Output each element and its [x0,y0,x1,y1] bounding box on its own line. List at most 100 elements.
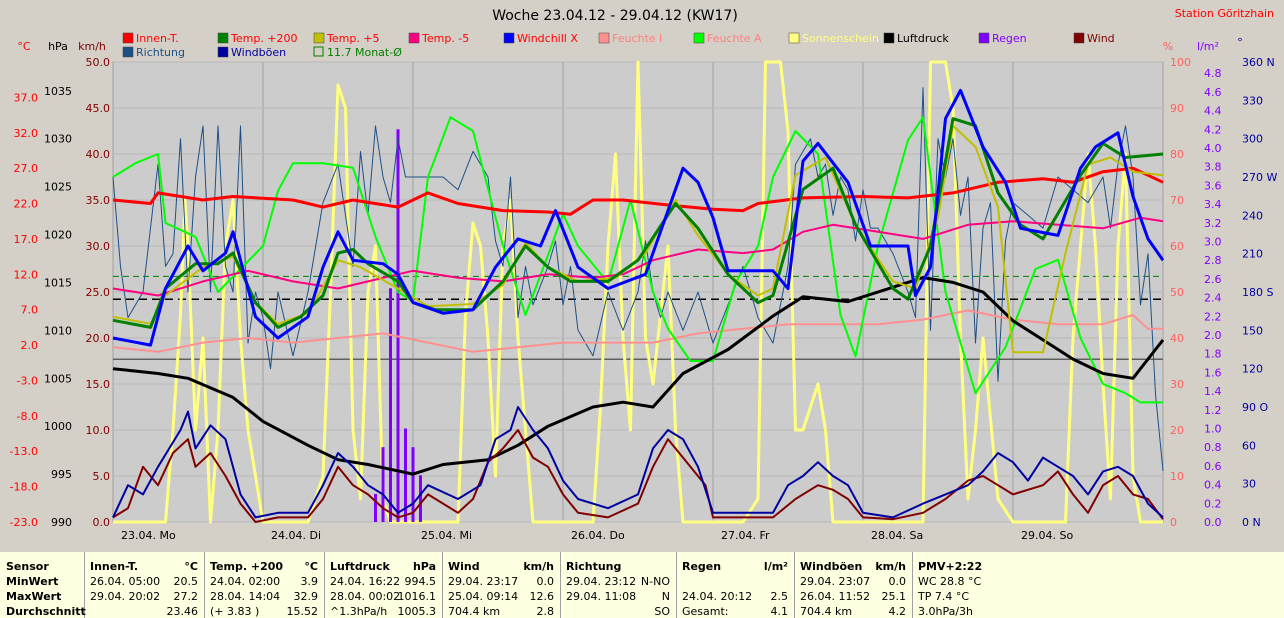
direction-tick-label: 0 N [1242,516,1261,529]
legend-swatch [788,32,800,44]
direction-tick-label: 180 S [1242,286,1273,299]
direction-tick-label: 150 [1242,324,1263,337]
stats-time: 29.04. 23:12 [566,575,637,588]
legend-label: 11.7 Monat-Ø [327,46,402,59]
legend-label: Regen [992,32,1027,45]
stats-value: 20.5 [173,575,199,588]
stats-col-regen: Regen l/m² 24.04. 20:12 2.5 Gesamt: 4.1 [678,552,795,618]
legend-swatch [122,32,134,44]
temp-tick-label: -18.0 [10,481,38,494]
rain-tick-label: 0.8 [1204,441,1222,454]
wind-tick-label: 0.0 [93,516,111,529]
stats-time: Gesamt: [682,605,729,618]
rain-tick-label: 2.0 [1204,329,1222,342]
legend-swatch [217,46,229,58]
rain-tick-label: 1.0 [1204,423,1222,436]
stats-time: 26.04. 11:52 [800,590,871,603]
rain-tick-label: 4.6 [1204,86,1222,99]
rain-tick-label: 1.2 [1204,404,1222,417]
stats-value: 12.6 [529,590,555,603]
stats-time: 29.04. 23:17 [448,575,519,588]
stats-col-unit: l/m² [763,560,788,573]
pressure-tick-label: 1010 [44,324,72,337]
day-label: 27.04. Fr [721,529,770,542]
pressure-tick-label: 995 [51,468,72,481]
stats-col-innen: Innen-T. °C 26.04. 05:00 20.5 29.04. 20:02 27… [86,552,205,618]
rain-bar [404,428,407,522]
temp-tick-label: -3.0 [17,374,38,387]
stats-time: 24.04. 02:00 [210,575,281,588]
stats-col-temp200: Temp. +200 °C 24.04. 02:00 3.9 28.04. 14:04 3… [206,552,325,618]
pressure-tick-label: 1030 [44,133,72,146]
stats-value [744,575,788,589]
series-line-wind [112,429,1164,523]
legend-label: Windböen [231,46,286,59]
stats-time: 24.04. 16:22 [330,575,401,588]
stats-time: 25.04. 09:14 [448,590,519,603]
stats-col-title: Richtung [566,560,622,573]
stats-value: 2.5 [770,590,789,603]
stats-col-wind: Wind km/h 29.04. 23:17 0.0 25.04. 09:14 12.6 7… [444,552,561,618]
day-label: 28.04. Sa [871,529,923,542]
stats-value: 0.0 [536,575,555,588]
stats-value: 3.9 [300,575,319,588]
legend-label: Innen-T. [136,32,179,45]
stats-col-unit: °C [304,560,318,573]
stats-col-unit: hPa [412,560,436,573]
stats-col-unit: °C [184,560,198,573]
temp-tick-label: -13.0 [10,445,38,458]
legend-label: Sonnenschein [802,32,879,45]
stats-value: 994.5 [404,575,437,588]
stats-col-title: Temp. +200 [210,560,284,573]
stats-col-unit [630,560,670,574]
rain-tick-label: 1.4 [1204,385,1222,398]
wind-tick-label: 40.0 [86,148,111,161]
wind-tick-label: 10.0 [86,424,111,437]
humidity-tick-label: 80 [1170,148,1184,161]
humidity-tick-label: 40 [1170,332,1184,345]
direction-tick-label: 360 N [1242,56,1275,69]
rain-tick-label: 3.2 [1204,217,1222,230]
legend-swatch [1073,32,1085,44]
stats-col-title: Wind [448,560,480,573]
rain-tick-label: 2.8 [1204,254,1222,267]
humidity-tick-label: 50 [1170,286,1184,299]
direction-tick-label: 270 W [1242,171,1277,184]
legend-label: Luftdruck [897,32,949,45]
rain-bar [374,493,377,522]
direction-tick-label: 60 [1242,439,1256,452]
rain-tick-label: 1.6 [1204,366,1222,379]
stats-time: 29.04. 23:07 [800,575,871,588]
legend-swatch [313,46,324,57]
legend-swatch [693,32,705,44]
direction-tick-label: 210 [1242,248,1263,261]
pressure-tick-label: 1000 [44,420,72,433]
humidity-tick-label: 90 [1170,102,1184,115]
stats-pmv-row: TP 7.4 °C [918,590,970,603]
stats-value: 1016.1 [397,590,437,603]
stats-value: N-NO [640,575,670,588]
legend-swatch [598,32,610,44]
legend-label: Wind [1087,32,1115,45]
wind-tick-label: 25.0 [86,286,111,299]
stats-time: 704.4 km [448,605,501,618]
humidity-tick-label: 60 [1170,240,1184,253]
stats-col-unit: km/h [523,560,554,573]
legend-label: Temp. +5 [326,32,380,45]
temp-tick-label: -23.0 [10,516,38,529]
rain-tick-label: 1.8 [1204,348,1222,361]
temp-tick-label: 37.0 [14,91,39,104]
rain-tick-label: 4.2 [1204,123,1222,136]
chart-title: Woche 23.04.12 - 29.04.12 (KW17) [492,8,738,24]
stats-col-boeen: Windböen km/h 29.04. 23:07 0.0 26.04. 11:52 2… [796,552,913,618]
stats-value: 4.1 [770,605,789,618]
statistics-panel: Sensor MinWert MaxWert Durchschnitt Inne… [0,552,1284,618]
rain-tick-label: 2.2 [1204,310,1222,323]
series-line-temp-5 [112,216,1164,297]
rain-tick-label: 4.0 [1204,142,1222,155]
rain-tick-label: 3.0 [1204,236,1222,249]
stats-value: SO [654,605,670,618]
rain-bar [419,475,422,522]
direction-tick-label: 30 [1242,478,1256,491]
stats-pmv-row: WC 28.8 °C [918,575,982,588]
